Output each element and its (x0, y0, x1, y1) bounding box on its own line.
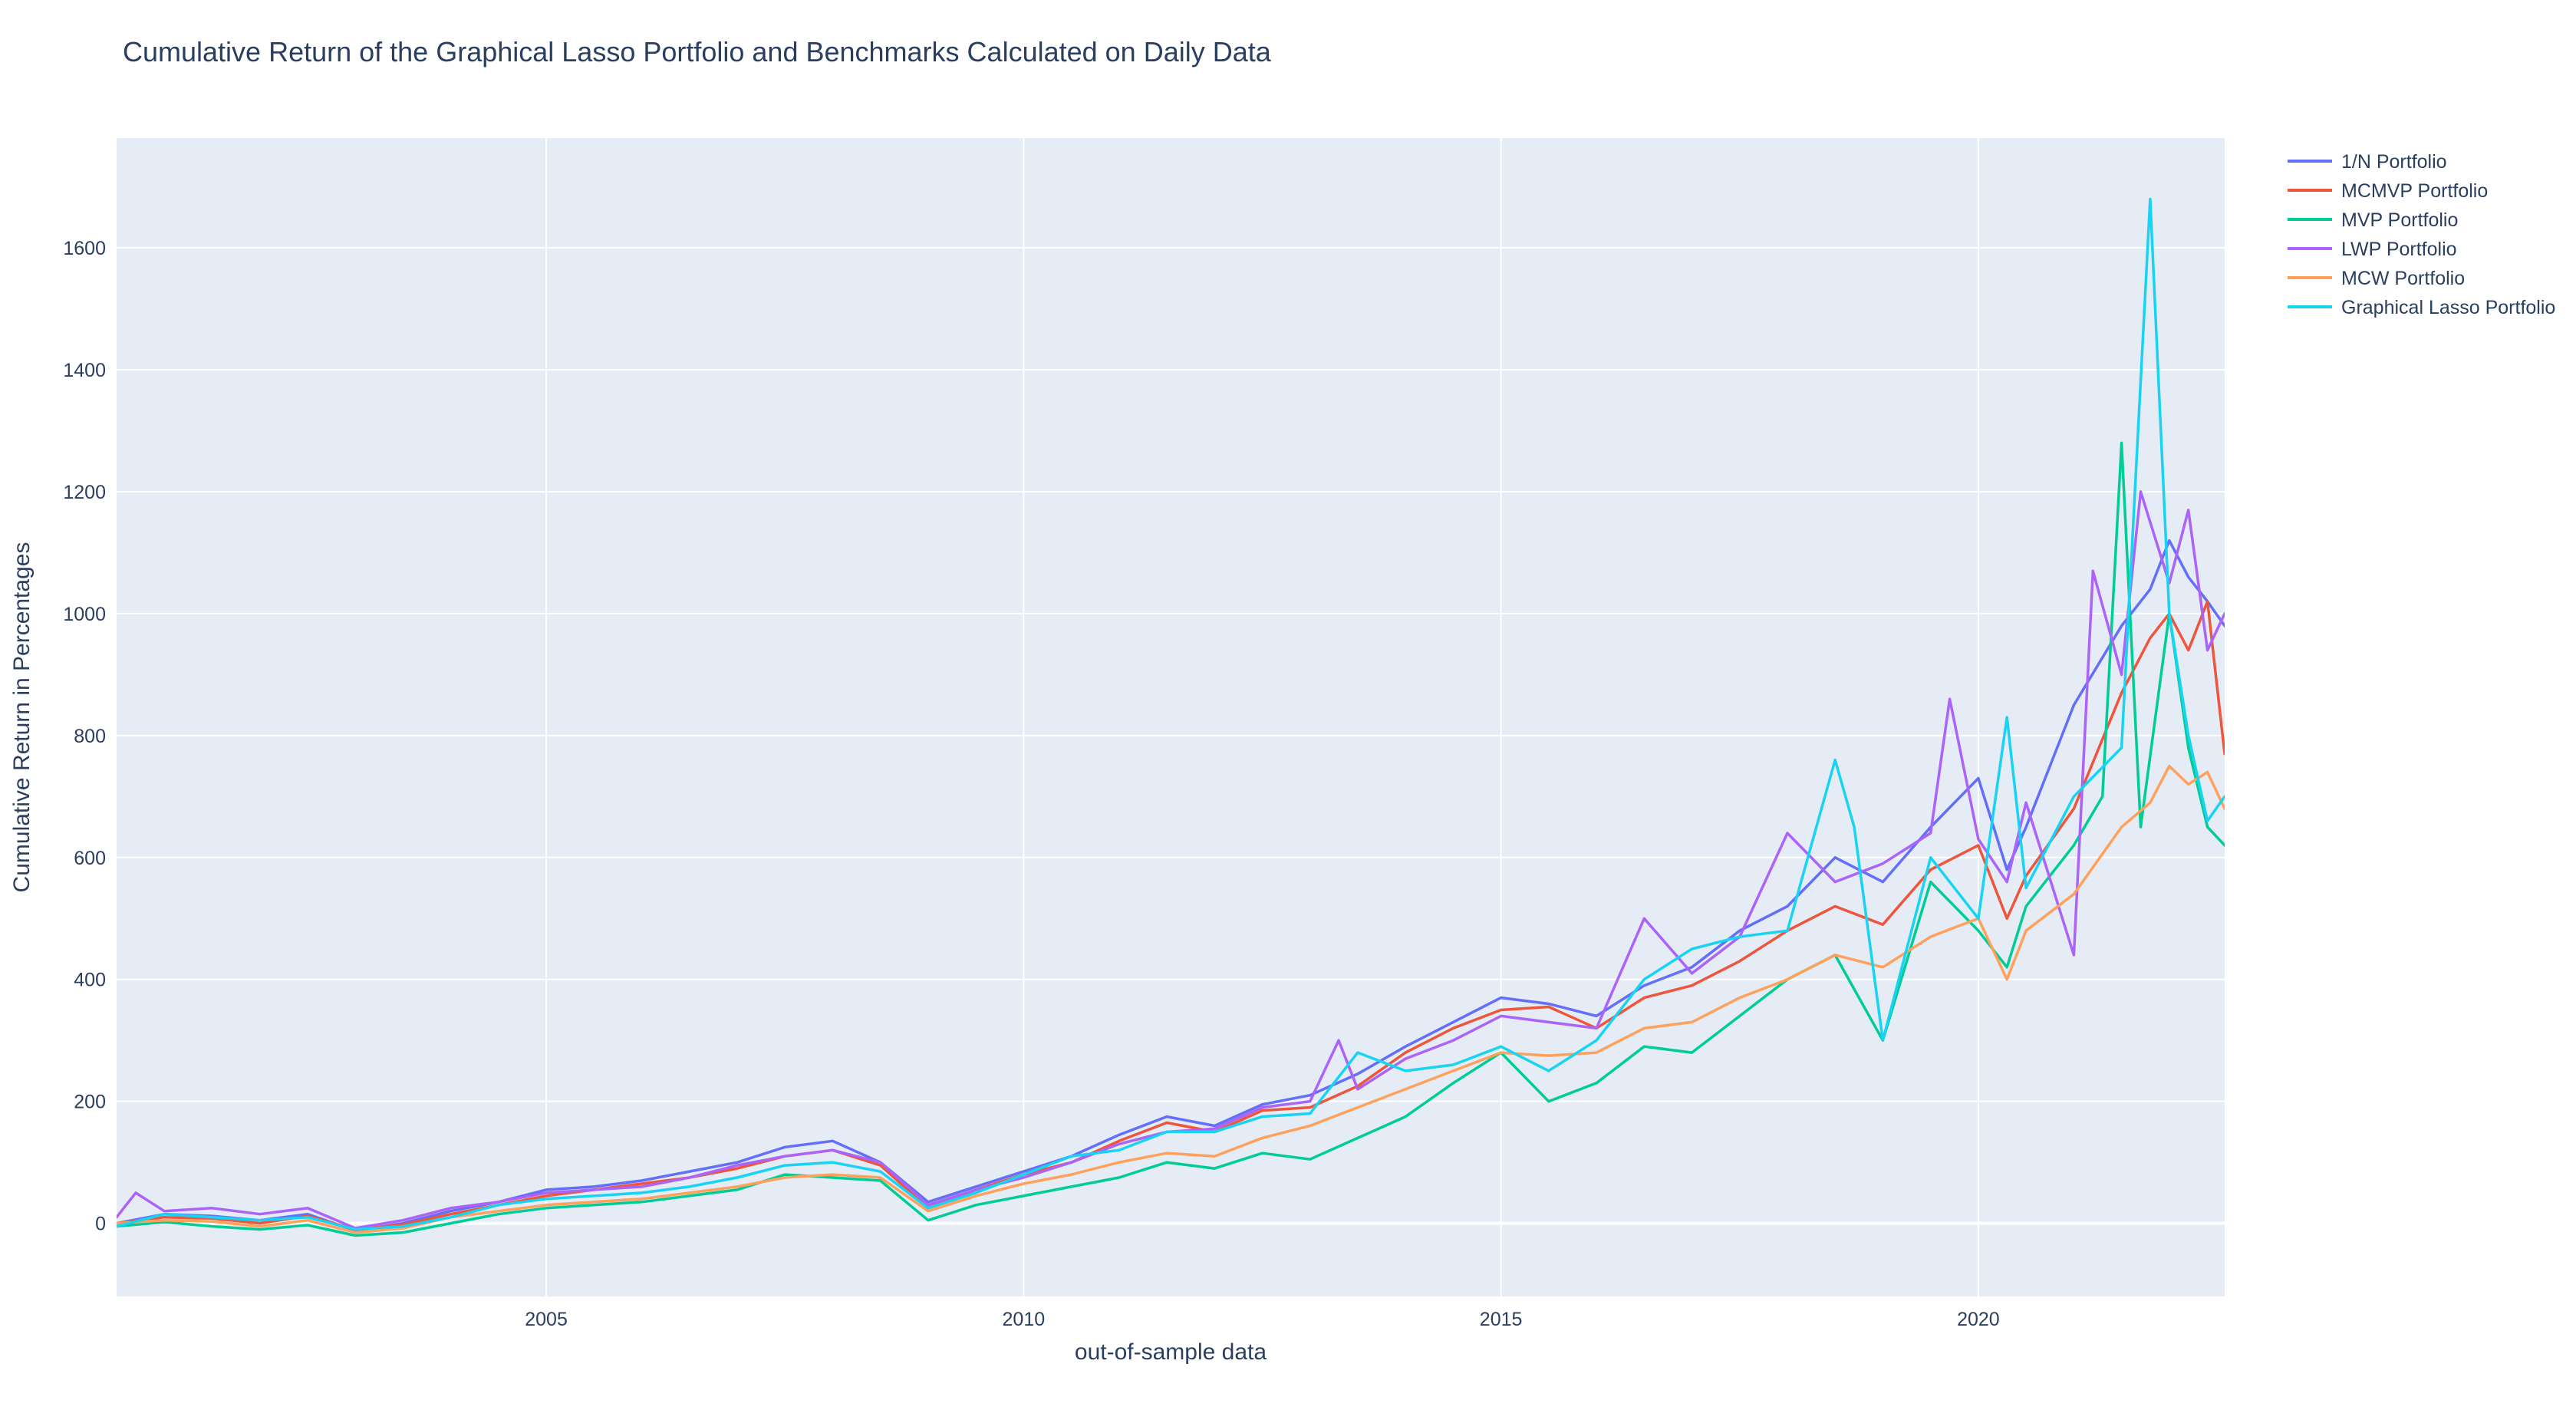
x-tick-label: 2015 (1480, 1309, 1523, 1330)
legend-label: MVP Portfolio (2341, 209, 2458, 231)
legend-item[interactable]: 1/N Portfolio (2288, 151, 2447, 173)
y-tick-label: 1200 (63, 482, 106, 503)
plot-background[interactable] (117, 138, 2225, 1296)
y-tick-label: 1600 (63, 238, 106, 259)
series-line-6[interactable] (117, 197, 2225, 1231)
gridlines (117, 138, 2225, 1296)
legend-item[interactable]: MCW Portfolio (2288, 268, 2465, 289)
y-axis-ticks: 0 200 400 600 800 1000 1200 1400 1600 (63, 238, 106, 1235)
y-tick-label: 200 (74, 1092, 106, 1113)
y-tick-label: 600 (74, 848, 106, 869)
series-line-5[interactable] (117, 764, 2225, 1234)
y-axis-title: Cumulative Return in Percentages (9, 542, 35, 893)
x-tick-label: 2005 (525, 1309, 568, 1330)
legend[interactable]: 1/N Portfolio MCMVP Portfolio MVP Portfoli… (2288, 151, 2555, 318)
series-lines (117, 197, 2225, 1237)
legend-item[interactable]: MVP Portfolio (2288, 209, 2458, 231)
series-line-4[interactable] (117, 490, 2225, 1230)
x-tick-label: 2020 (1957, 1309, 2000, 1330)
y-tick-label: 0 (95, 1214, 106, 1235)
legend-item[interactable]: Graphical Lasso Portfolio (2288, 297, 2555, 318)
x-axis-title: out-of-sample data (1075, 1339, 1267, 1365)
y-tick-label: 800 (74, 726, 106, 747)
y-tick-label: 1400 (63, 360, 106, 381)
legend-item[interactable]: LWP Portfolio (2288, 239, 2457, 260)
x-tick-label: 2010 (1003, 1309, 1046, 1330)
legend-label: LWP Portfolio (2341, 239, 2457, 260)
x-axis-ticks: 2005 2010 2015 2020 (525, 1309, 1999, 1330)
legend-label: Graphical Lasso Portfolio (2341, 297, 2555, 318)
series-line-3[interactable] (117, 441, 2225, 1237)
legend-item[interactable]: MCMVP Portfolio (2288, 180, 2488, 202)
legend-label: MCW Portfolio (2341, 268, 2465, 289)
chart-title: Cumulative Return of the Graphical Lasso… (123, 36, 1272, 68)
legend-label: 1/N Portfolio (2341, 151, 2447, 173)
legend-label: MCMVP Portfolio (2341, 180, 2488, 202)
y-tick-label: 400 (74, 970, 106, 991)
y-tick-label: 1000 (63, 604, 106, 625)
